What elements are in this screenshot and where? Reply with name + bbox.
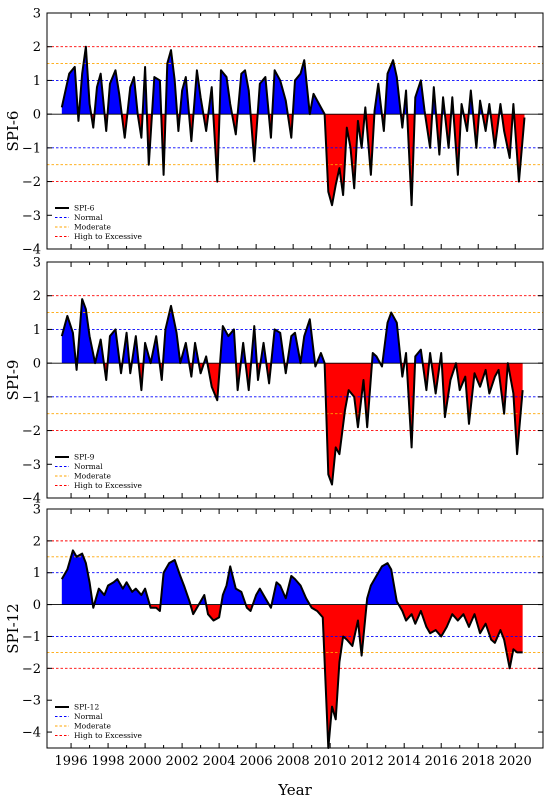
y-axis-label: SPI-9 xyxy=(4,360,22,401)
plot-frame xyxy=(46,508,544,749)
y-tick-label: −4 xyxy=(22,492,41,507)
y-tick-label: 3 xyxy=(33,503,41,518)
y-tick-label: −2 xyxy=(22,662,41,677)
panel-spi-9: −4−3−2−10123SPI-9SPI-9NormalModerateHigh… xyxy=(4,256,544,507)
plot-frame xyxy=(46,261,544,499)
y-axis-label: SPI-6 xyxy=(4,111,22,152)
x-tick-label: 1998 xyxy=(92,754,125,769)
x-tick-label: 2014 xyxy=(388,754,421,769)
x-tick-label: 2016 xyxy=(425,754,458,769)
y-tick-label: −3 xyxy=(22,209,41,224)
wet-area-10 xyxy=(252,588,270,605)
x-tick-label: 2000 xyxy=(129,754,162,769)
legend-entry: Moderate xyxy=(74,472,112,481)
legend-entry: Moderate xyxy=(74,722,112,731)
wet-area-12 xyxy=(271,575,310,605)
wet-area-14 xyxy=(165,50,178,115)
wet-area-4 xyxy=(94,73,105,115)
wet-area-40 xyxy=(414,80,426,115)
y-tick-label: 1 xyxy=(33,323,41,338)
y-tick-label: −2 xyxy=(22,175,41,190)
y-tick-label: −3 xyxy=(22,458,41,473)
legend-entry: High to Excessive xyxy=(74,731,143,740)
legend-entry: Moderate xyxy=(74,223,112,232)
wet-area-0 xyxy=(61,66,78,115)
x-tick-label: 2004 xyxy=(203,754,236,769)
series-line-spi-6 xyxy=(60,45,526,207)
series-line-spi-12 xyxy=(60,549,523,749)
x-tick-label: 2006 xyxy=(240,754,273,769)
legend-entry: Normal xyxy=(74,213,103,222)
dry-area-31 xyxy=(324,363,372,485)
wet-area-8 xyxy=(127,77,138,115)
y-tick-label: −4 xyxy=(22,243,41,258)
legend-entry: Normal xyxy=(74,462,103,471)
legend-entry: SPI-6 xyxy=(74,204,95,213)
x-tick-label: 2012 xyxy=(351,754,384,769)
dry-area-7 xyxy=(206,604,222,621)
y-tick-label: 1 xyxy=(33,566,41,581)
legend-entry: SPI-9 xyxy=(74,453,95,462)
y-tick-label: 3 xyxy=(33,256,41,271)
y-tick-label: 2 xyxy=(33,40,41,55)
y-tick-label: 2 xyxy=(33,289,41,304)
wet-area-28 xyxy=(272,70,288,115)
y-axis-label: SPI-12 xyxy=(4,603,22,653)
wet-area-8 xyxy=(221,566,246,605)
y-tick-label: 3 xyxy=(33,7,41,22)
y-tick-label: −2 xyxy=(22,424,41,439)
wet-area-14 xyxy=(366,563,399,605)
wet-area-16 xyxy=(179,77,190,115)
wet-area-18 xyxy=(220,326,236,364)
x-tick-label: 2002 xyxy=(166,754,199,769)
x-axis-label: Year xyxy=(277,781,312,799)
y-tick-label: −1 xyxy=(22,141,41,156)
dry-area-15 xyxy=(398,604,523,669)
y-tick-label: −1 xyxy=(22,630,41,645)
dry-area-45 xyxy=(456,363,508,424)
y-tick-label: −1 xyxy=(22,390,41,405)
legend-entry: High to Excessive xyxy=(74,481,143,490)
y-tick-label: 1 xyxy=(33,74,41,89)
wet-area-2 xyxy=(77,299,104,364)
y-tick-label: −3 xyxy=(22,694,41,709)
y-tick-label: 0 xyxy=(33,598,41,613)
x-tick-label: 2018 xyxy=(462,754,495,769)
legend-entry: SPI-12 xyxy=(74,703,99,712)
plot-frame xyxy=(46,12,544,250)
y-tick-label: 0 xyxy=(33,357,41,372)
wet-area-22 xyxy=(219,70,233,115)
dry-area-41 xyxy=(431,363,440,394)
series-line-spi-9 xyxy=(60,298,524,486)
dry-area-59 xyxy=(514,114,525,182)
dry-area-55 xyxy=(490,114,500,148)
x-tick-label: 2010 xyxy=(314,754,347,769)
x-tick-label: 2020 xyxy=(499,754,532,769)
y-tick-label: 0 xyxy=(33,108,41,123)
panel-spi-6: −4−3−2−10123SPI-6SPI-6NormalModerateHigh… xyxy=(4,7,544,258)
wet-area-36 xyxy=(384,60,401,115)
dry-area-17 xyxy=(207,363,221,401)
x-tick-label: 1996 xyxy=(55,754,88,769)
legend-entry: Normal xyxy=(74,712,103,721)
wet-area-0 xyxy=(61,315,76,364)
wet-area-4 xyxy=(160,559,191,605)
panel-spi-12: −4−3−2−10123SPI-12SPI-12NormalModerateHi… xyxy=(4,503,544,799)
y-tick-label: −4 xyxy=(22,726,41,741)
y-tick-label: 2 xyxy=(33,534,41,549)
x-tick-label: 2008 xyxy=(277,754,310,769)
legend-entry: High to Excessive xyxy=(74,232,143,241)
wet-area-28 xyxy=(287,319,315,364)
